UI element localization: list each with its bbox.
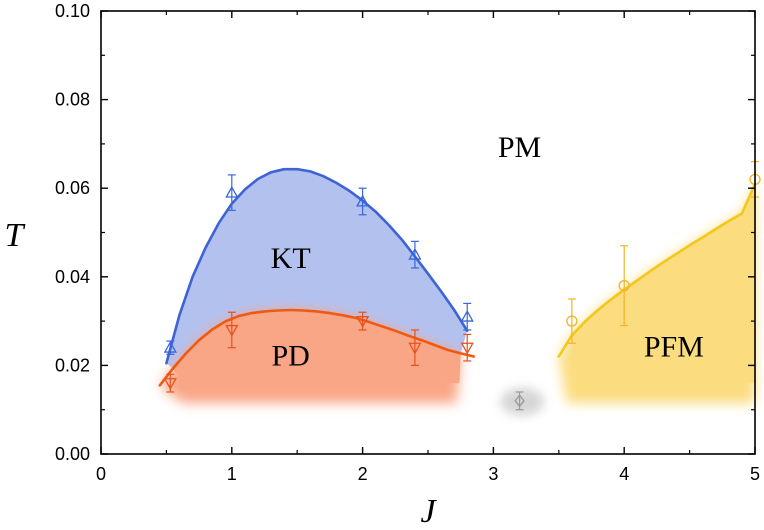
- axis-ticks: 0 1 2 3 4 5 0.00 0.02 0.04 0.06 0.08 0.10: [55, 1, 760, 484]
- region-label-pm: PM: [498, 131, 541, 164]
- marker-triangle-down: [355, 316, 370, 328]
- region-label-pd: PD: [271, 339, 309, 372]
- y-tick-label: 0.10: [55, 1, 90, 21]
- x-tick-label: 5: [750, 464, 760, 484]
- y-tick-label: 0.06: [55, 178, 90, 198]
- y-tick-label: 0.00: [55, 444, 90, 464]
- y-axis-label: T: [5, 217, 26, 254]
- data-point: [163, 340, 177, 355]
- x-tick-label: 1: [227, 464, 237, 484]
- x-tick-label: 4: [619, 464, 629, 484]
- data-point: [408, 240, 422, 269]
- x-axis-label: J: [420, 493, 437, 530]
- region-label-kt: KT: [271, 242, 311, 275]
- data-point: [163, 373, 177, 393]
- marker-triangle-up: [460, 309, 474, 322]
- data-point: [566, 298, 578, 344]
- marker-triangle-down: [163, 378, 177, 390]
- marker-triangle-up: [408, 247, 422, 260]
- data-point: [460, 302, 474, 331]
- marker-triangle-up: [355, 194, 370, 207]
- data-point: [514, 391, 525, 411]
- data-point: [460, 333, 474, 362]
- data-points: [163, 161, 761, 411]
- phase-region-fills: [159, 169, 755, 416]
- marker-circle: [566, 315, 578, 327]
- marker-diamond: [514, 394, 525, 408]
- y-tick-label: 0.08: [55, 90, 90, 110]
- marker-triangle-down: [460, 342, 474, 355]
- fit-curve-3: [557, 182, 757, 358]
- pd-region-core: [172, 310, 461, 384]
- data-point: [225, 311, 239, 349]
- gray-region-blob: [500, 387, 545, 416]
- data-point: [355, 187, 370, 216]
- marker-triangle-up: [163, 340, 177, 353]
- y-tick-label: 0.04: [55, 267, 90, 287]
- data-point: [355, 311, 370, 331]
- data-point: [225, 174, 239, 211]
- y-tick-label: 0.02: [55, 355, 90, 375]
- marker-triangle-down: [225, 324, 239, 337]
- fit-curve-2: [158, 308, 476, 387]
- kt-region-fill: [166, 169, 468, 369]
- region-labels: PM KT PD PFM: [271, 131, 704, 372]
- data-point: [618, 245, 630, 327]
- marker-triangle-down: [408, 342, 422, 355]
- region-label-pfm: PFM: [644, 331, 704, 364]
- marker-circle: [618, 280, 630, 292]
- data-point: [408, 329, 422, 366]
- x-tick-label: 3: [488, 464, 498, 484]
- x-tick-label: 0: [96, 464, 106, 484]
- x-tick-label: 2: [358, 464, 368, 484]
- marker-triangle-up: [225, 185, 239, 198]
